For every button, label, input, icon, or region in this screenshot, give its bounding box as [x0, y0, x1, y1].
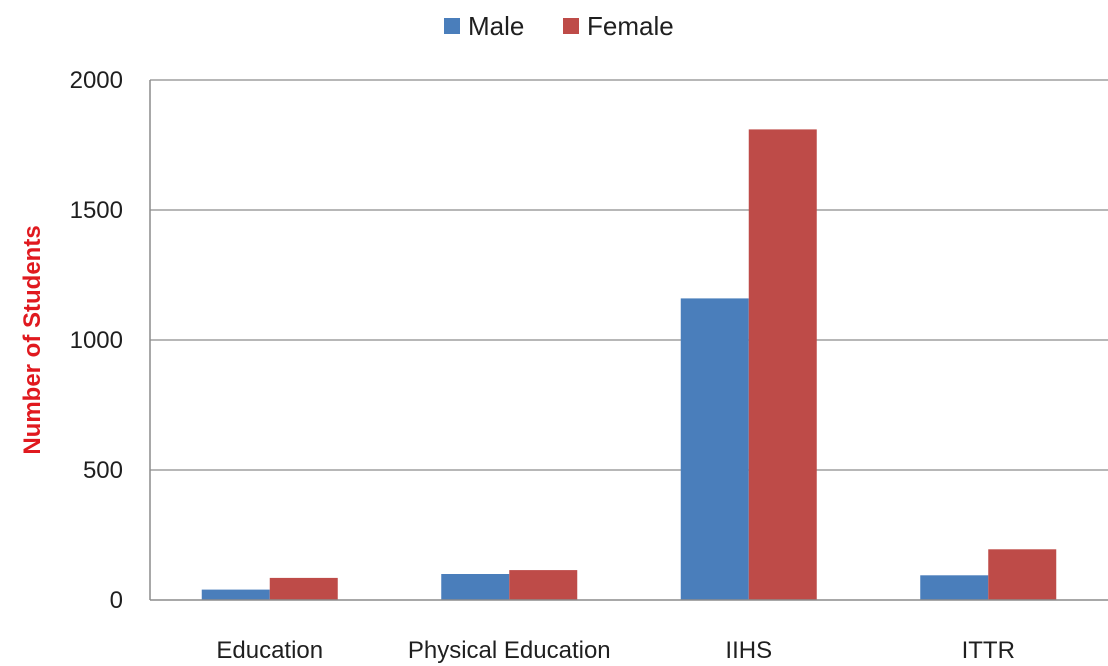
legend-swatch-female: [563, 18, 579, 34]
legend-label-male: Male: [468, 11, 524, 41]
gridlines: [150, 79, 1108, 471]
bar-female-physical-education: [509, 570, 578, 600]
y-axis-title: Number of Students: [19, 225, 46, 454]
y-tick-labels: 0 500 1000 1500 2000: [70, 67, 123, 614]
legend-label-female: Female: [587, 11, 674, 41]
x-tick-label: Physical Education: [408, 637, 611, 664]
x-tick-label: IIHS: [725, 637, 772, 664]
bar-female-education: [269, 577, 338, 600]
x-tick-label: ITTR: [962, 637, 1015, 664]
y-tick-label: 0: [110, 587, 123, 614]
bar-male-physical-education: [441, 574, 510, 600]
bar-male-ittr: [920, 575, 989, 600]
axes: [149, 80, 1108, 601]
y-tick-label: 500: [83, 457, 123, 484]
bars: [201, 129, 1057, 600]
chart-legend: Male Female: [444, 11, 674, 41]
bar-female-iihs: [748, 129, 817, 600]
y-tick-label: 2000: [70, 67, 123, 94]
legend-swatch-male: [444, 18, 460, 34]
bar-male-education: [201, 589, 270, 600]
bar-female-ittr: [988, 549, 1057, 600]
x-tick-labels: Education Physical Education IIHS ITTR: [216, 637, 1015, 664]
x-tick-label: Education: [216, 637, 323, 664]
bar-male-iihs: [680, 298, 749, 600]
y-tick-label: 1500: [70, 197, 123, 224]
y-tick-label: 1000: [70, 327, 123, 354]
